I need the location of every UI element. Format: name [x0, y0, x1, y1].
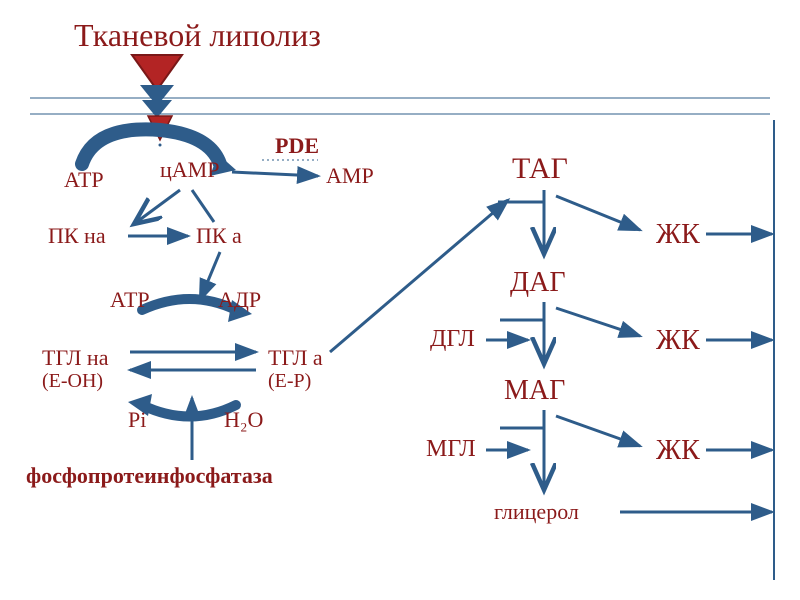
label-phosphatase: фосфопротеинфосфатаза: [26, 464, 273, 488]
label-adp: АДР: [218, 288, 261, 312]
label-glycerol: глицерол: [494, 500, 579, 524]
label-pde: PDE: [275, 134, 319, 158]
label-dgl: ДГЛ: [430, 326, 475, 352]
label-pka: ПК а: [196, 224, 242, 248]
label-tag: ТАГ: [512, 152, 568, 185]
label-h2o: Н₂О: [224, 408, 263, 432]
label-eoh: (E-OH): [42, 370, 103, 392]
label-zhk3: ЖК: [656, 436, 700, 467]
label-ep: (E-P): [268, 370, 311, 392]
label-atp1: АТР: [64, 168, 104, 192]
label-mgl: МГЛ: [426, 436, 476, 462]
label-mag: МАГ: [504, 376, 565, 407]
label-tglna: ТГЛ на: [42, 346, 108, 370]
label-dag: ДАГ: [510, 268, 566, 299]
label-atp2: АТР: [110, 288, 150, 312]
label-pkna: ПК на: [48, 224, 106, 248]
label-pi: Рі: [128, 408, 146, 432]
label-camp: цАМР: [160, 158, 219, 182]
label-tgla: ТГЛ а: [268, 346, 323, 370]
label-zhk1: ЖК: [656, 220, 700, 251]
diagram-canvas: Тканевой липолиз: [0, 0, 800, 600]
label-amp: АМР: [326, 164, 374, 188]
label-zhk2: ЖК: [656, 326, 700, 357]
